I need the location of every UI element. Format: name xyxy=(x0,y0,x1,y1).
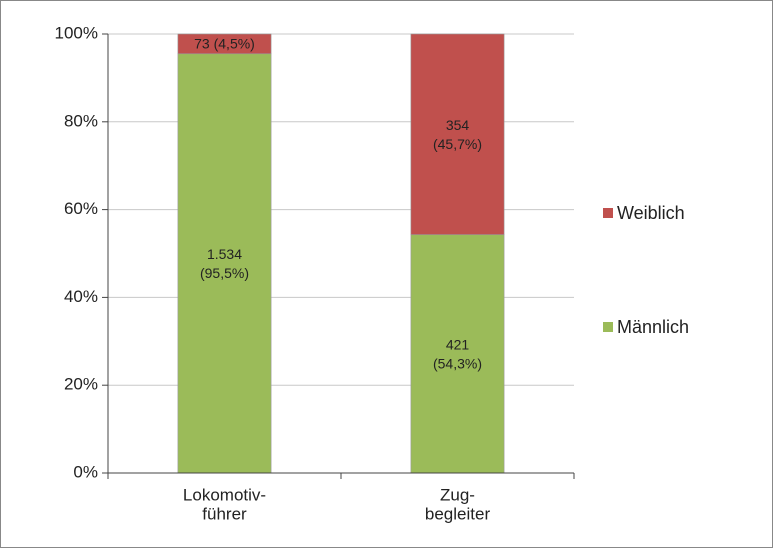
y-tick-label: 100% xyxy=(55,23,98,42)
x-tick-label: Lokomotiv-führer xyxy=(183,486,266,524)
legend-label: Männlich xyxy=(617,317,689,337)
data-label: 73 (4,5%) xyxy=(194,36,255,52)
y-tick-label: 40% xyxy=(64,287,98,306)
y-tick-label: 80% xyxy=(64,111,98,130)
bar-segment xyxy=(177,33,272,55)
bar-segment xyxy=(177,53,272,474)
data-label: 421 (54,3%) xyxy=(433,336,482,371)
y-tick-label: 60% xyxy=(64,199,98,218)
legend-label: Weiblich xyxy=(617,203,685,223)
legend-swatch xyxy=(603,322,613,332)
x-tick-label: Zug-begleiter xyxy=(425,486,491,524)
y-tick-label: 0% xyxy=(73,462,98,481)
bar-segment xyxy=(410,33,505,235)
y-tick-label: 20% xyxy=(64,375,98,394)
bar-segment xyxy=(410,234,505,474)
legend-swatch xyxy=(603,208,613,218)
data-label: 354 (45,7%) xyxy=(433,117,482,152)
data-label: 1.534 (95,5%) xyxy=(200,246,249,281)
